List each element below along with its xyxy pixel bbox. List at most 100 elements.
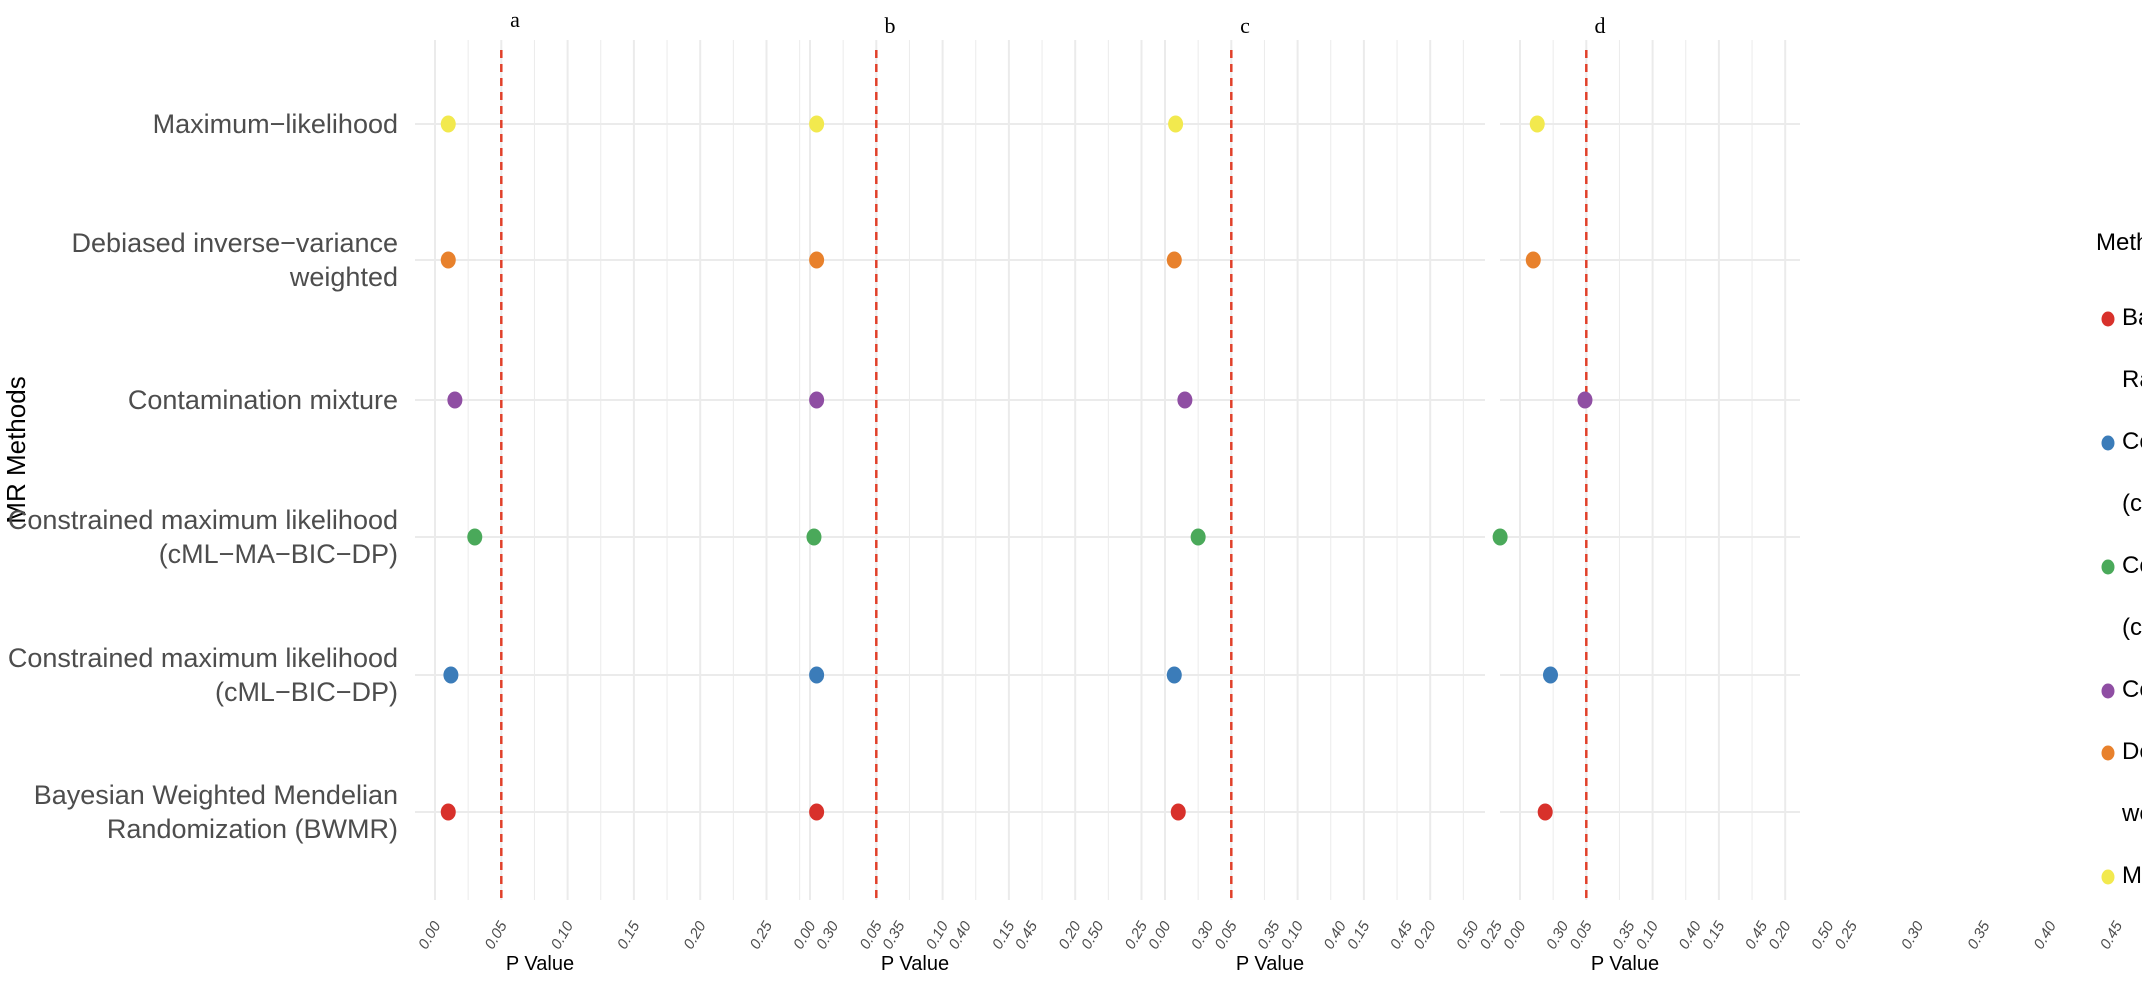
x-tick-label: 0.00 — [415, 918, 445, 952]
data-point — [1577, 391, 1593, 409]
x-tick-label: 0.05 — [1566, 918, 1596, 952]
data-point — [1190, 528, 1206, 546]
data-point — [1170, 803, 1186, 821]
panel-label: a — [510, 7, 520, 32]
y-axis-title: MR Methods — [1, 376, 31, 523]
x-tick-label: 0.05 — [481, 918, 511, 952]
data-point — [1525, 251, 1541, 269]
legend-label: Debiased inverse−variance — [2122, 738, 2142, 765]
data-point — [809, 666, 825, 684]
legend-label: Bayesian Weighted Mendelian — [2122, 304, 2142, 331]
panel-c: 0.00 0.05 0.10 0.15 0.20 0.25 0.30 0.35 0.40 0.45… — [1145, 13, 1838, 975]
legend-marker — [2101, 869, 2115, 885]
x-axis-title: P Value — [506, 953, 574, 975]
data-point — [809, 803, 825, 821]
legend: Method Bayesian Weighted Mendelian Randomi… — [2096, 229, 2142, 889]
data-point — [467, 528, 483, 546]
x-tick-label: 0.10 — [548, 918, 578, 952]
legend-label: (cML−BIC−DP) — [2122, 490, 2142, 517]
category-label: Constrained maximum likelihood (cML−MA−BI… — [8, 505, 398, 569]
x-tick-label: 0.30 — [1898, 918, 1928, 952]
x-tick-label: 0.15 — [614, 918, 644, 952]
legend-marker — [2101, 745, 2115, 761]
data-point — [1166, 666, 1182, 684]
legend-label: Constrained maximum likelihood — [2122, 428, 2142, 455]
category-label: Maximum−likelihood — [153, 109, 398, 139]
data-point — [1529, 115, 1545, 133]
data-point — [1166, 251, 1182, 269]
x-tick-label: 0.40 — [1321, 918, 1351, 952]
panel-a: 0.00 0.05 0.10 0.15 0.20 0.25 0.30 0.35 0.40 0.45… — [415, 7, 1108, 975]
x-tick-label: 0.40 — [1676, 918, 1706, 952]
panel-label: b — [885, 13, 896, 38]
x-tick-label: 0.25 — [1477, 918, 1507, 952]
x-axis-title: P Value — [1236, 953, 1304, 975]
x-tick-label: 0.40 — [946, 918, 976, 952]
x-tick-label: 0.25 — [747, 918, 777, 952]
category-label: Contamination mixture — [128, 385, 398, 415]
x-tick-label: 0.45 — [1742, 918, 1772, 952]
x-tick-label: 0.50 — [1078, 918, 1108, 952]
legend-label: weighted — [2121, 800, 2142, 827]
legend-label: Constrained maximum likelihood — [2122, 552, 2142, 579]
category-labels: Maximum−likelihood Debiased inverse−varia… — [8, 109, 398, 844]
x-tick-label: 0.20 — [1055, 918, 1085, 952]
panels: 0.00 0.05 0.10 0.15 0.20 0.25 0.30 0.35 0.40 0.45… — [415, 7, 2127, 975]
x-tick-label: 0.45 — [1012, 918, 1042, 952]
data-point — [1177, 391, 1193, 409]
x-tick-label: 0.30 — [1543, 918, 1573, 952]
x-tick-label: 0.45 — [2097, 918, 2127, 952]
x-tick-label: 0.20 — [1765, 918, 1795, 952]
x-tick-label: 0.10 — [1633, 918, 1663, 952]
category-label: Constrained maximum likelihood (cML−BIC−D… — [8, 643, 398, 707]
panel-label: d — [1595, 13, 1606, 38]
x-tick-label: 0.35 — [1254, 918, 1284, 952]
legend-marker — [2101, 683, 2115, 699]
legend-title: Method — [2096, 229, 2142, 256]
x-tick-label: 0.35 — [1964, 918, 1994, 952]
x-axis-title: P Value — [881, 953, 949, 975]
x-tick-label: 0.15 — [989, 918, 1019, 952]
legend-label: Contamination mixture — [2122, 676, 2142, 703]
x-tick-label: 0.25 — [1832, 918, 1862, 952]
data-point — [440, 251, 456, 269]
data-point — [809, 391, 825, 409]
legend-marker — [2101, 435, 2115, 451]
data-point — [440, 803, 456, 821]
x-tick-label: 0.00 — [1500, 918, 1530, 952]
data-point — [806, 528, 822, 546]
legend-marker — [2101, 311, 2115, 327]
x-tick-label: 0.10 — [923, 918, 953, 952]
legend-marker — [2101, 559, 2115, 575]
x-tick-label: 0.30 — [1188, 918, 1218, 952]
x-tick-label: 0.35 — [1609, 918, 1639, 952]
x-tick-label: 0.05 — [856, 918, 886, 952]
x-tick-label: 0.00 — [790, 918, 820, 952]
data-point — [1542, 666, 1558, 684]
x-tick-label: 0.45 — [1387, 918, 1417, 952]
panel-label: c — [1240, 13, 1250, 38]
x-tick-label: 0.10 — [1278, 918, 1308, 952]
data-point — [1537, 803, 1553, 821]
x-tick-label: 0.15 — [1344, 918, 1374, 952]
x-tick-label: 0.25 — [1122, 918, 1152, 952]
x-tick-label: 0.05 — [1211, 918, 1241, 952]
x-tick-label: 0.15 — [1699, 918, 1729, 952]
data-point — [809, 115, 825, 133]
data-point — [440, 115, 456, 133]
data-point — [1492, 528, 1508, 546]
x-tick-label: 0.30 — [813, 918, 843, 952]
x-axis-title: P Value — [1591, 953, 1659, 975]
panel-d: 0.00 0.05 0.10 0.15 0.20 0.25 0.30 0.35 0.40 0.45… — [1492, 13, 2127, 975]
x-tick-label: 0.35 — [879, 918, 909, 952]
panel-b: 0.00 0.05 0.10 0.15 0.20 0.25 0.30 0.35 0.40 0.45… — [790, 13, 1483, 975]
category-label: Debiased inverse−variance weighted — [72, 228, 398, 292]
x-tick-label: 0.50 — [1453, 918, 1483, 952]
x-tick-label: 0.20 — [1410, 918, 1440, 952]
data-point — [447, 391, 463, 409]
x-tick-label: 0.00 — [1145, 918, 1175, 952]
data-point — [1168, 115, 1184, 133]
x-tick-label: 0.50 — [1808, 918, 1838, 952]
legend-label: Maximum−likelihood — [2122, 862, 2142, 889]
